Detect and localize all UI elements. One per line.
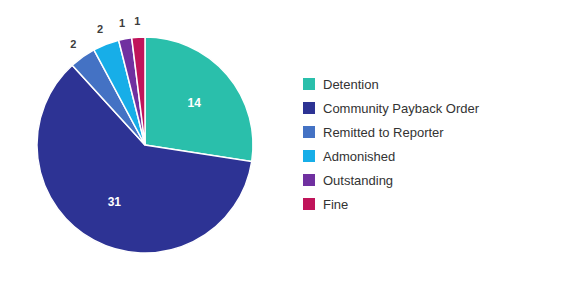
data-label: 1 [119, 17, 125, 29]
legend-label: Remitted to Reporter [323, 125, 444, 140]
data-labels: 14 31 2 2 11 [70, 15, 201, 209]
pie-slice [119, 38, 145, 145]
data-label: 1 [134, 15, 140, 27]
data-label: 2 [97, 23, 103, 35]
legend-item: Admonished [303, 149, 395, 164]
legend-label: Community Payback Order [323, 101, 480, 116]
legend-swatch [303, 78, 315, 90]
legend-item: Community Payback Order [303, 101, 480, 116]
legend-swatch [303, 126, 315, 138]
legend-label: Outstanding [323, 173, 393, 188]
legend-label: Detention [323, 77, 379, 92]
legend-item: Outstanding [303, 173, 393, 188]
data-label: 14 [188, 96, 202, 110]
legend: Detention Community Payback Order Remitted… [303, 77, 480, 212]
legend-label: Admonished [323, 149, 395, 164]
legend-item: Fine [303, 197, 348, 212]
chart-svg: 14 31 2 2 11 Detention Community Payback Order… [0, 0, 565, 290]
pie-slice [145, 37, 253, 162]
chart-container: 14 31 2 2 11 Detention Community Payback Order… [0, 0, 565, 290]
legend-swatch [303, 198, 315, 210]
legend-swatch [303, 174, 315, 186]
data-label: 31 [108, 195, 122, 209]
legend-item: Remitted to Reporter [303, 125, 444, 140]
pie [37, 37, 253, 253]
legend-swatch [303, 150, 315, 162]
data-label: 2 [70, 38, 76, 50]
legend-swatch [303, 102, 315, 114]
legend-label: Fine [323, 197, 348, 212]
legend-item: Detention [303, 77, 379, 92]
pie-slice [132, 37, 145, 145]
